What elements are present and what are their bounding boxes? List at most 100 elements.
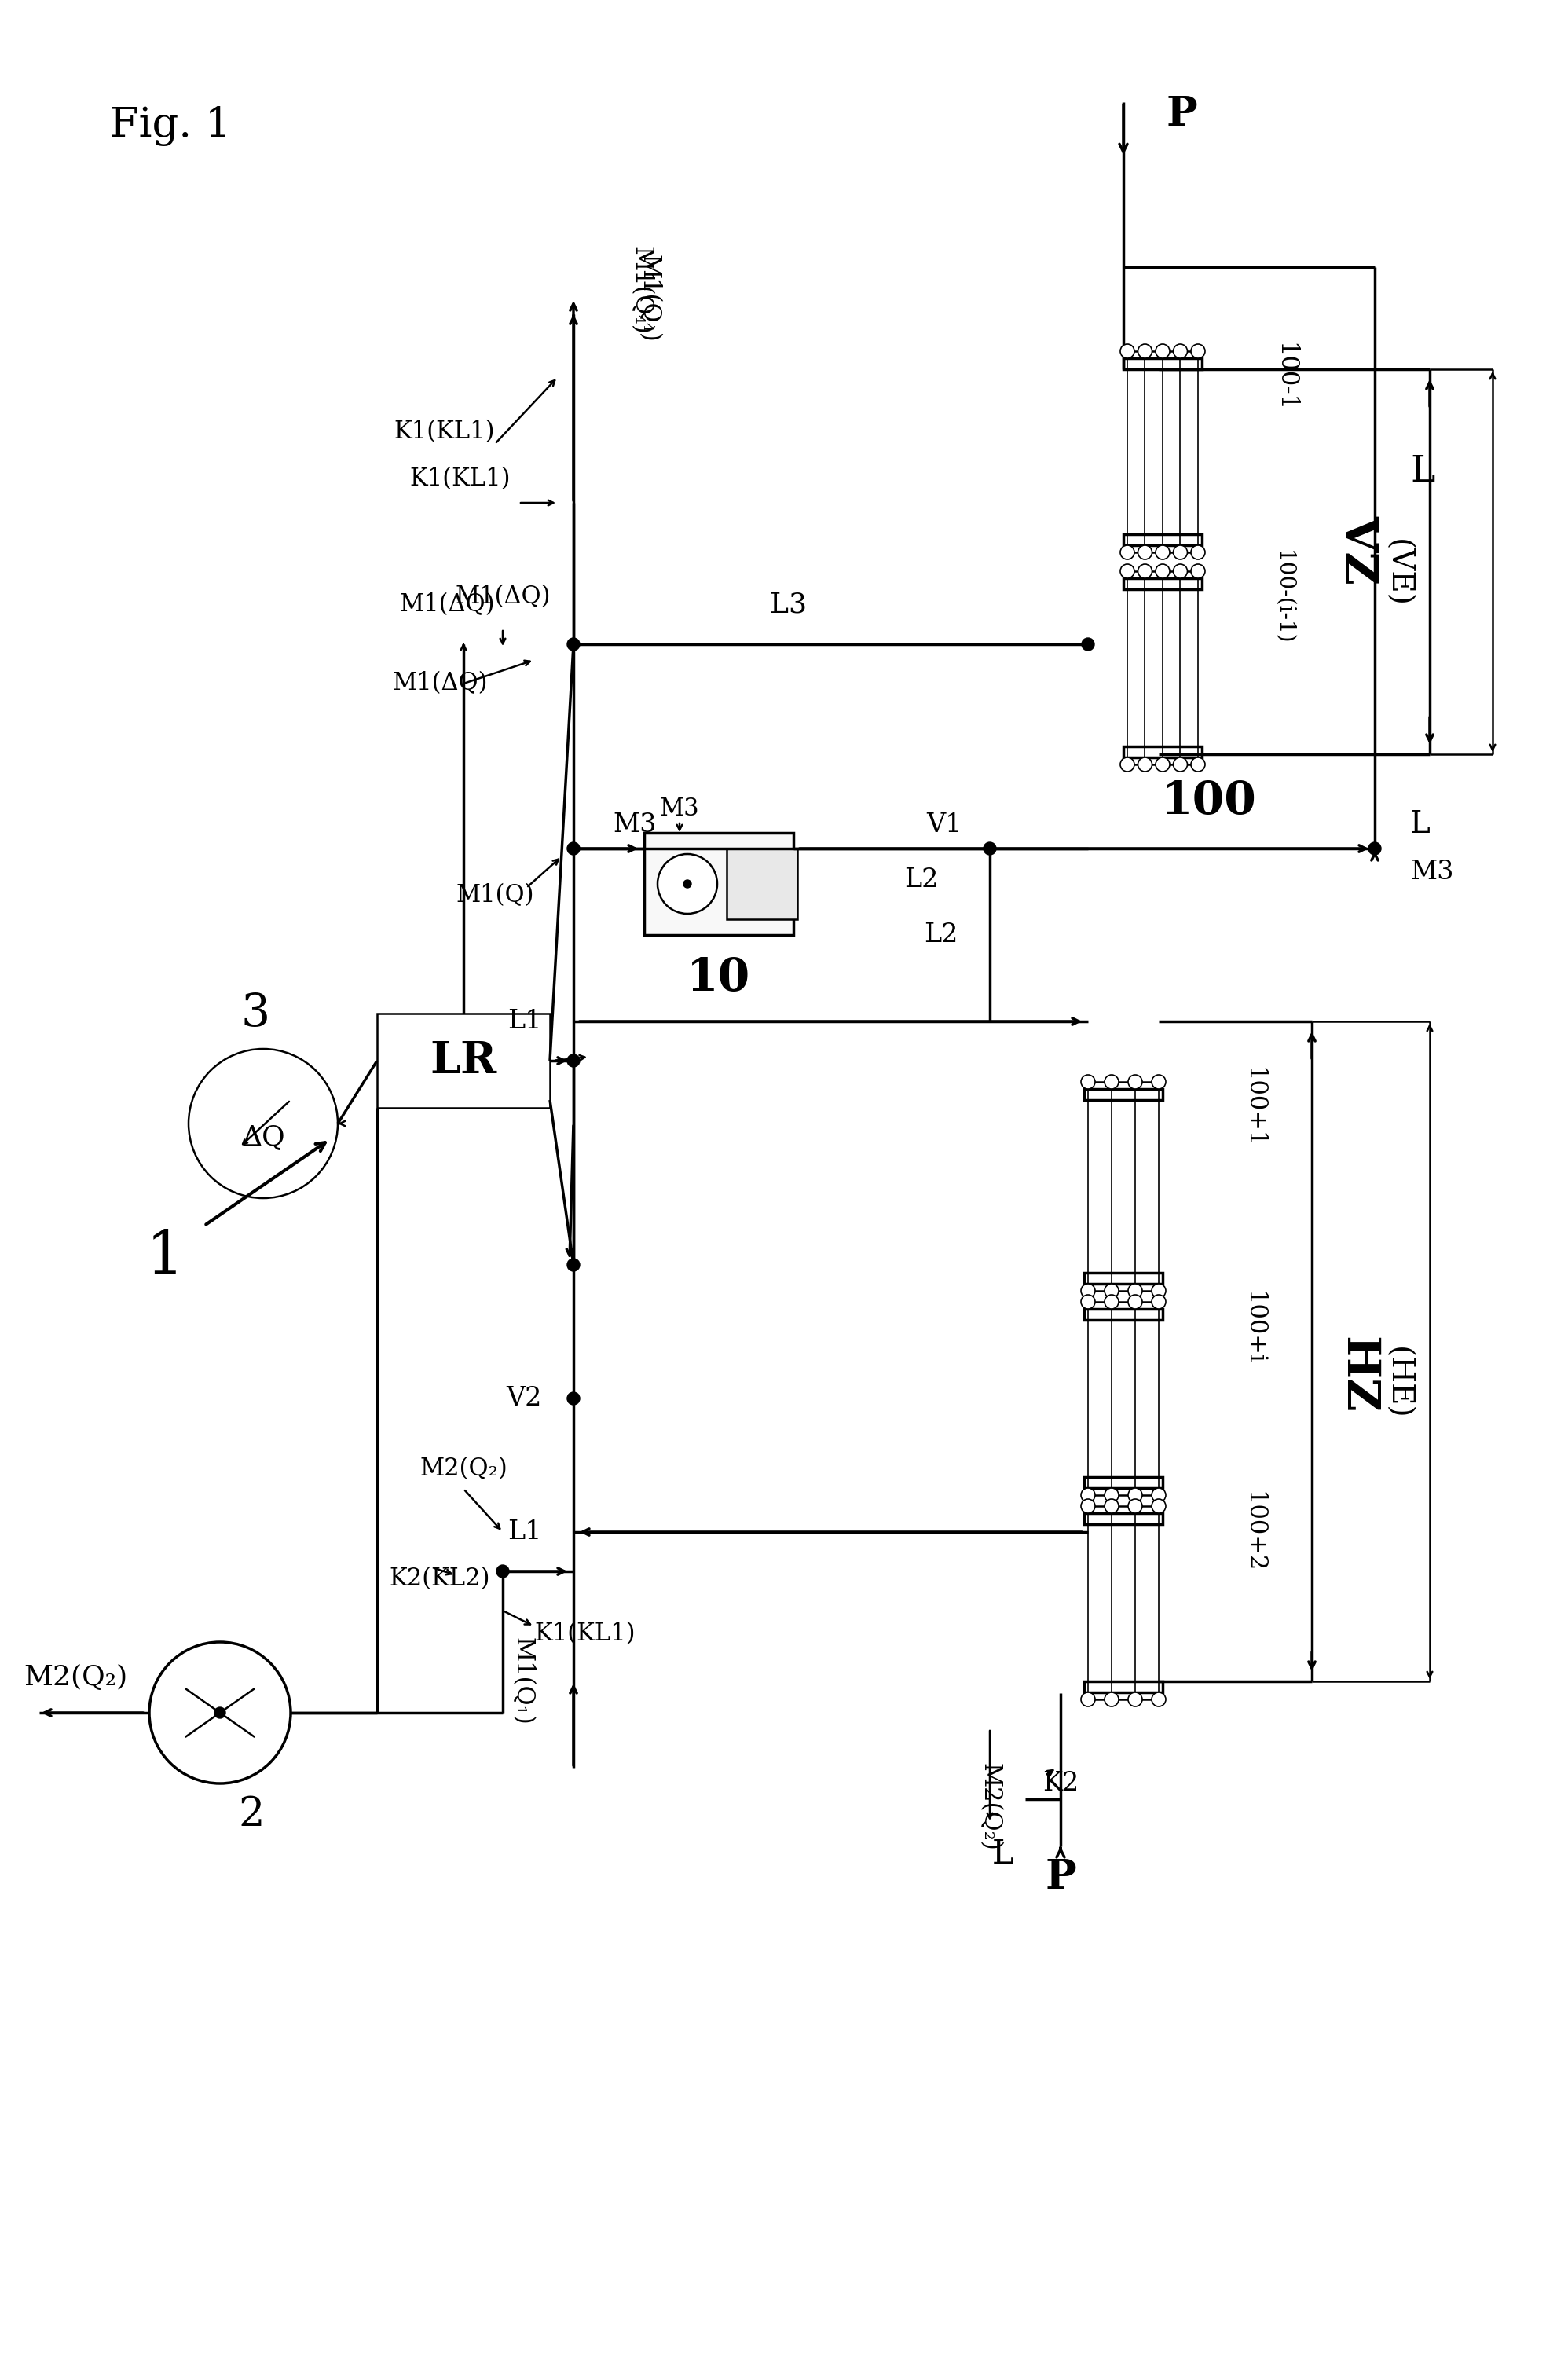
Text: V1: V1 (927, 813, 963, 837)
Text: L3: L3 (770, 592, 808, 618)
Circle shape (1127, 1285, 1142, 1299)
Bar (1083, 1513, 1162, 1525)
Text: L: L (1410, 453, 1435, 490)
Text: M1(ΔQ): M1(ΔQ) (392, 672, 488, 695)
Text: 3: 3 (240, 992, 270, 1035)
Circle shape (568, 1259, 580, 1270)
Text: (HE): (HE) (1383, 1346, 1411, 1419)
Text: L1: L1 (508, 1520, 543, 1544)
Circle shape (1120, 544, 1134, 559)
Circle shape (1138, 563, 1152, 577)
Text: 10: 10 (687, 957, 751, 999)
Text: K1(KL1): K1(KL1) (409, 467, 511, 493)
Circle shape (1156, 344, 1170, 358)
Text: 100+2: 100+2 (1242, 1492, 1265, 1572)
Circle shape (1173, 757, 1187, 771)
Text: 1: 1 (146, 1228, 183, 1287)
Circle shape (1127, 1294, 1142, 1308)
Text: Fig. 1: Fig. 1 (110, 106, 232, 146)
Text: M1(Q₄): M1(Q₄) (629, 247, 652, 335)
Circle shape (568, 639, 580, 651)
Text: M1(Q₄): M1(Q₄) (637, 255, 660, 342)
Circle shape (1156, 563, 1170, 577)
Bar (1083, 1273, 1162, 1285)
Bar (1083, 1089, 1162, 1101)
Circle shape (1138, 544, 1152, 559)
Circle shape (1151, 1294, 1165, 1308)
Text: 100+1: 100+1 (1242, 1068, 1265, 1148)
Text: (VE): (VE) (1383, 540, 1411, 608)
Circle shape (1151, 1285, 1165, 1299)
Text: M1(ΔQ): M1(ΔQ) (455, 585, 550, 610)
Circle shape (1104, 1075, 1118, 1089)
Circle shape (1127, 1075, 1142, 1089)
Text: M1(ΔQ): M1(ΔQ) (400, 594, 495, 618)
Bar (1083, 1478, 1162, 1487)
Circle shape (1080, 1487, 1094, 1501)
Circle shape (1080, 1499, 1094, 1513)
Circle shape (1104, 1692, 1118, 1706)
Text: LR: LR (430, 1039, 497, 1082)
Text: 2: 2 (238, 1796, 265, 1834)
Text: M2(Q₂): M2(Q₂) (420, 1457, 508, 1483)
Circle shape (1104, 1294, 1118, 1308)
Circle shape (1080, 1075, 1094, 1089)
Circle shape (149, 1643, 290, 1784)
Text: K2(KL2): K2(KL2) (389, 1567, 491, 1591)
Text: M3: M3 (613, 813, 657, 837)
Circle shape (1151, 1075, 1165, 1089)
Text: M2(Q₂): M2(Q₂) (977, 1763, 1002, 1850)
Circle shape (1120, 344, 1134, 358)
Circle shape (215, 1706, 226, 1718)
Circle shape (1192, 544, 1206, 559)
Text: M3: M3 (660, 797, 699, 823)
Text: K2: K2 (1043, 1770, 1079, 1796)
Circle shape (1120, 757, 1134, 771)
Circle shape (1127, 1487, 1142, 1501)
Circle shape (1120, 563, 1134, 577)
Circle shape (568, 1054, 580, 1068)
Circle shape (1104, 1285, 1118, 1299)
Circle shape (983, 841, 996, 856)
Circle shape (1192, 757, 1206, 771)
Text: 100: 100 (1162, 780, 1258, 823)
Text: 100-(i-1): 100-(i-1) (1273, 549, 1294, 643)
Circle shape (1080, 1294, 1094, 1308)
Bar (376, 1014, 550, 1108)
Text: ΔQ: ΔQ (241, 1124, 285, 1150)
Circle shape (1127, 1692, 1142, 1706)
Text: L2: L2 (905, 867, 939, 893)
Circle shape (1104, 1487, 1118, 1501)
Bar (1123, 535, 1203, 544)
Text: HZ: HZ (1336, 1336, 1380, 1414)
Text: M1(Q₁): M1(Q₁) (510, 1638, 535, 1725)
Circle shape (657, 853, 717, 915)
Text: L: L (1410, 811, 1430, 839)
Text: K1(KL1): K1(KL1) (394, 420, 495, 443)
Circle shape (1192, 563, 1206, 577)
Bar (1083, 1308, 1162, 1320)
Circle shape (1156, 757, 1170, 771)
Text: 100-1: 100-1 (1273, 342, 1297, 412)
Text: M2(Q₂): M2(Q₂) (24, 1664, 127, 1690)
Circle shape (1151, 1487, 1165, 1501)
Circle shape (1173, 563, 1187, 577)
Circle shape (1138, 344, 1152, 358)
Circle shape (568, 841, 580, 856)
Text: M3: M3 (1410, 860, 1454, 884)
Circle shape (1127, 1499, 1142, 1513)
Text: VZ: VZ (1336, 516, 1380, 585)
Circle shape (568, 1393, 580, 1405)
Bar (1123, 577, 1203, 589)
Circle shape (1080, 1692, 1094, 1706)
Circle shape (497, 1565, 510, 1577)
Text: K1(KL1): K1(KL1) (535, 1622, 635, 1645)
Bar (1123, 358, 1203, 370)
Text: 100+i: 100+i (1242, 1292, 1265, 1365)
Circle shape (1156, 544, 1170, 559)
Circle shape (684, 879, 691, 889)
Bar (644, 832, 793, 936)
Bar (726, 849, 798, 919)
Bar (1083, 1681, 1162, 1692)
Circle shape (1369, 841, 1381, 856)
